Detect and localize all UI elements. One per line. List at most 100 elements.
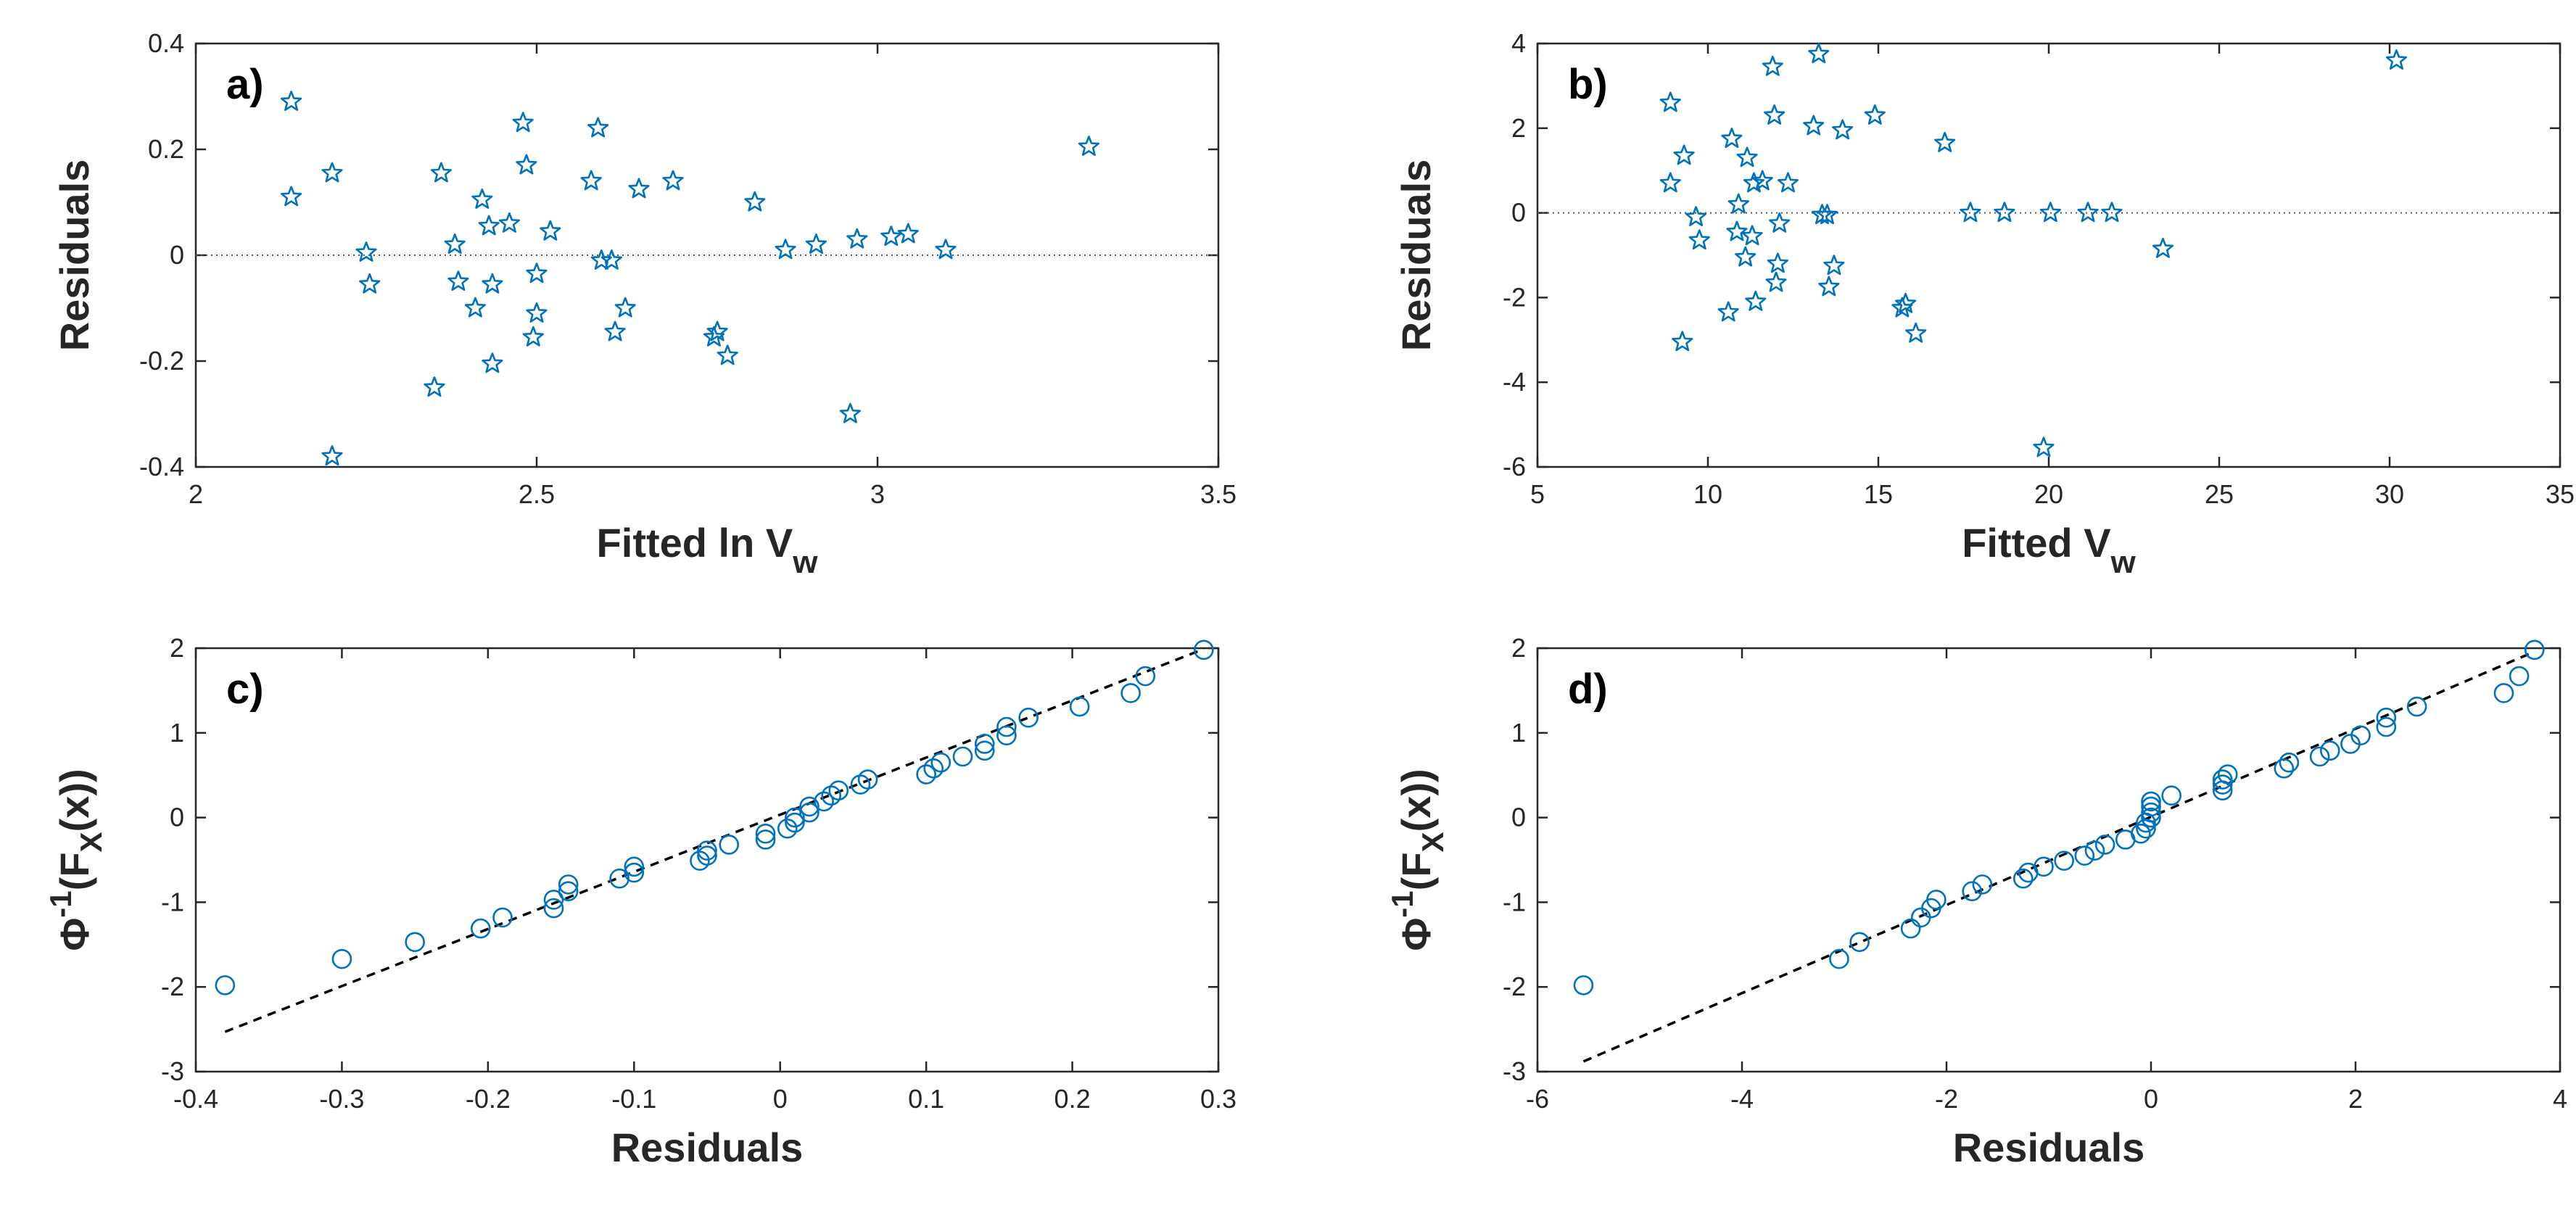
data-point-star (1994, 202, 2015, 223)
y-tick-label: -2 (161, 972, 184, 1001)
x-tick-label: 3.5 (1200, 479, 1237, 509)
y-tick-label: 1 (170, 718, 184, 748)
data-point-star (662, 170, 684, 191)
x-tick-label: 0 (773, 1084, 788, 1114)
data-point-star (464, 297, 487, 318)
data-point-circle (1910, 907, 1931, 928)
data-point-star (775, 239, 796, 260)
data-point-circle (857, 769, 878, 790)
data-point-star (359, 273, 381, 294)
data-point-circle (799, 802, 820, 823)
y-tick-label: -6 (1503, 452, 1526, 481)
data-point-star (1727, 193, 1749, 214)
data-point-circle (543, 898, 564, 919)
x-axis-label-b: Fitted Vw (1962, 520, 2136, 580)
data-point-circle (2509, 666, 2530, 687)
data-point-star (600, 249, 623, 270)
data-point-star (280, 186, 302, 207)
data-point-star (498, 212, 521, 233)
data-point-circle (799, 796, 820, 817)
data-point-star (482, 273, 503, 294)
data-point-circle (609, 868, 629, 889)
data-point-circle (2524, 639, 2545, 661)
x-tick-label: 2 (2348, 1084, 2363, 1114)
data-point-circle (2376, 716, 2397, 737)
chart-a: 2 2.5 3 3.5 -0.4 -0.2 0 0.2 0.4 a) Fitted ln Vw Res… (51, 28, 1237, 580)
data-point-circle (952, 746, 973, 767)
data-point-circle (916, 764, 936, 784)
chart-c: -0.4 -0.3 -0.2 -0.1 0 0.1 0.2 0.3 -3 -2 -1 0 1 2 c) Res… (44, 633, 1237, 1170)
data-point-circle (974, 740, 995, 761)
plot-frame-d (1536, 647, 2561, 1073)
data-point-circle (785, 807, 805, 828)
data-point-circle (2034, 856, 2054, 877)
x-tick-label: 5 (1530, 479, 1545, 509)
y-tick-label: 4 (1511, 28, 1526, 58)
x-tick-label: -0.2 (466, 1084, 511, 1114)
data-point-star (471, 189, 493, 209)
data-point-star (1721, 128, 1743, 149)
data-point-star (1803, 115, 1825, 136)
x-tick-label: -0.3 (319, 1084, 364, 1114)
y-tick-label: -2 (1503, 972, 1526, 1001)
data-point-star (1745, 290, 1767, 311)
data-point-star (280, 91, 302, 111)
data-point-star (516, 154, 537, 175)
data-point-star (424, 376, 445, 397)
data-point-star (1673, 144, 1695, 165)
y-tick-label: 0.2 (148, 134, 184, 164)
data-point-star (1717, 301, 1739, 322)
data-point-circle (2217, 764, 2238, 784)
data-point-star (478, 215, 500, 236)
data-point-star (526, 262, 548, 283)
data-point-circle (2212, 769, 2233, 790)
x-tick-label: -4 (1730, 1084, 1754, 1114)
data-point-star (482, 352, 503, 373)
data-point-star (1934, 131, 1956, 152)
panel-label-b: b) (1568, 61, 1608, 108)
data-point-circle (624, 856, 645, 877)
data-point-circle (2279, 752, 2300, 773)
normal-fit-line (1582, 650, 2535, 1063)
x-tick-label: -0.4 (173, 1084, 218, 1114)
x-tick-label: 2 (189, 479, 203, 509)
x-tick-label: 2.5 (519, 479, 555, 509)
data-point-star (2077, 202, 2099, 223)
data-point-star (1767, 252, 1788, 273)
data-point-star (1736, 146, 1758, 167)
data-point-circle (697, 845, 717, 866)
data-point-circle (470, 918, 491, 939)
data-point-star (1905, 322, 1927, 343)
data-point-star (1765, 271, 1787, 292)
y-tick-label: -1 (1503, 887, 1526, 916)
data-point-star (1741, 225, 1763, 246)
x-tick-label: 0.1 (908, 1084, 944, 1114)
x-tick-label: 15 (1864, 479, 1893, 509)
data-point-star (2101, 202, 2123, 223)
data-point-circle (996, 716, 1017, 737)
data-point-circle (2012, 868, 2034, 889)
y-tick-label: -0.2 (139, 346, 184, 376)
y-tick-label: -3 (1503, 1056, 1526, 1086)
data-point-star (1832, 119, 1854, 140)
x-axis-label-c: Residuals (611, 1125, 804, 1170)
data-point-circle (719, 835, 740, 855)
data-point-circle (2212, 774, 2233, 795)
data-point-star (839, 402, 862, 423)
x-tick-label: 30 (2375, 479, 2404, 509)
data-point-star (1659, 91, 1681, 112)
data-point-circle (930, 752, 951, 773)
data-point-star (846, 228, 868, 249)
y-tick-label: -3 (161, 1056, 184, 1086)
data-point-star (321, 162, 343, 183)
data-point-star (935, 239, 957, 260)
data-point-circle (923, 758, 944, 779)
data-point-star (1685, 206, 1707, 227)
data-point-star (512, 112, 534, 133)
data-point-star (1751, 170, 1773, 191)
data-point-star (628, 178, 650, 199)
data-point-star (1818, 276, 1840, 297)
data-point-circle (1194, 639, 1214, 661)
y-tick-label: 0.4 (148, 28, 184, 58)
data-point-circle (1829, 948, 1849, 969)
